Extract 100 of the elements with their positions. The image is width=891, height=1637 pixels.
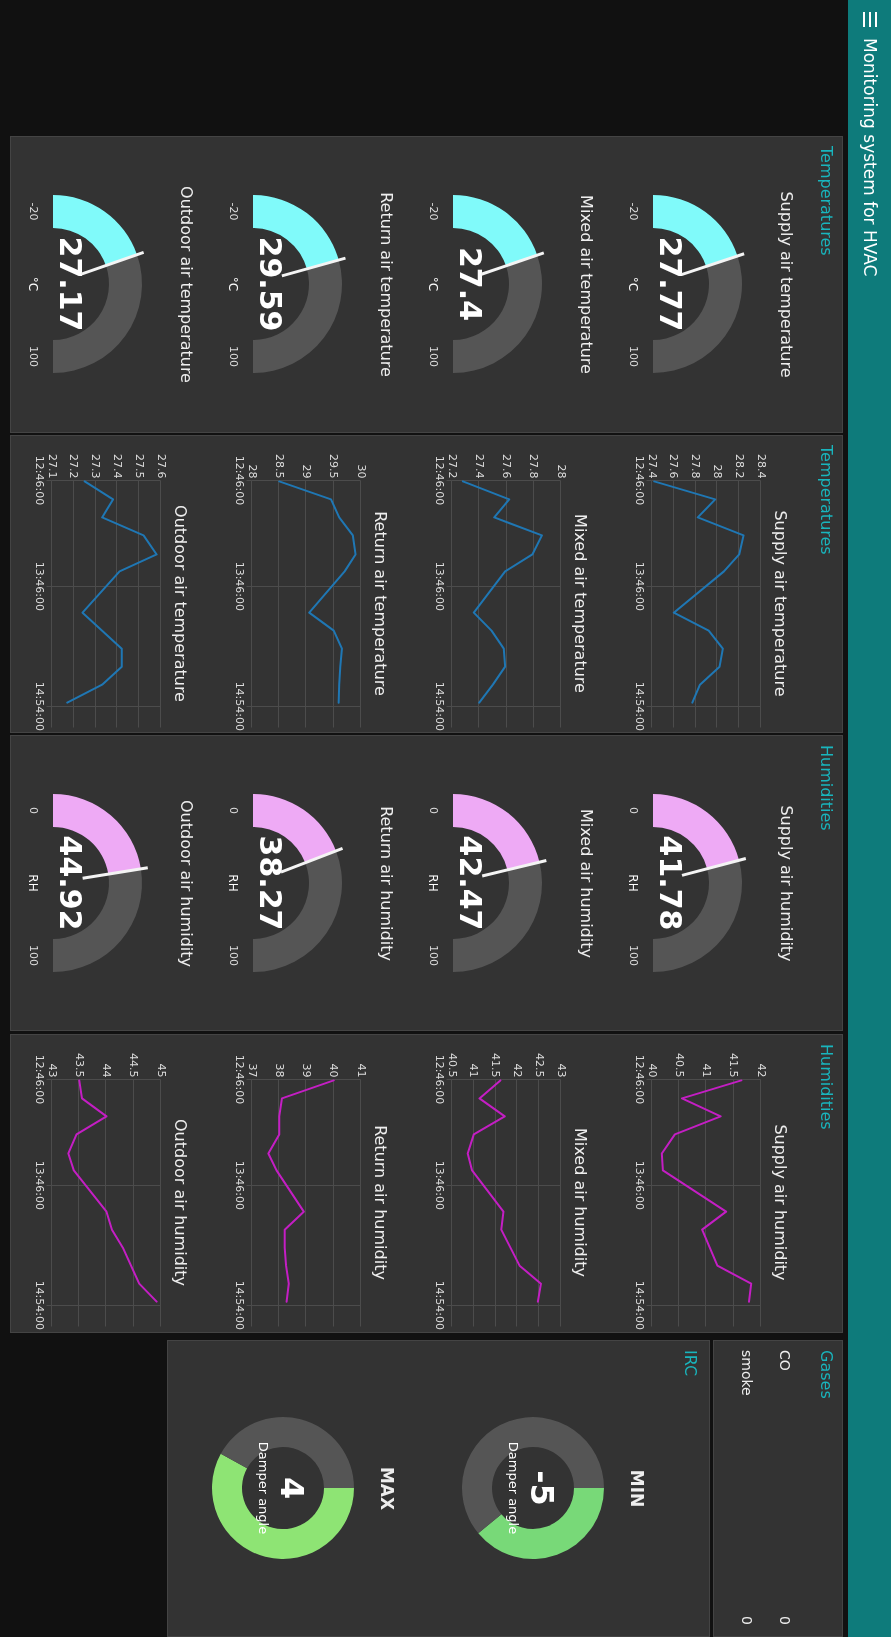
text: 100 <box>427 346 440 367</box>
text: Monitoring system for HVAC <box>860 38 880 277</box>
x-tick-label: 28.5 <box>272 454 286 479</box>
y-tick-label: 13:46:00 <box>32 1160 46 1211</box>
x-tick-label: 45 <box>154 1063 168 1078</box>
x-tick-label: 40.5 <box>445 1053 459 1078</box>
x-tick-label: 43.5 <box>72 1053 86 1078</box>
text: Return air humidity <box>377 806 396 961</box>
y-tick-label: 13:46:00 <box>32 561 46 612</box>
text: 100 <box>27 346 40 367</box>
text: Supply air temperature <box>771 510 790 697</box>
text: 100 <box>427 945 440 966</box>
x-tick-label: 42 <box>510 1063 524 1078</box>
x-tick-label: 39 <box>300 1063 313 1078</box>
x-tick-label: 27.1 <box>45 454 59 479</box>
text: RH <box>626 874 640 892</box>
text: 0 <box>627 807 640 814</box>
x-tick-label: 28 <box>710 464 724 479</box>
x-tick-label: 27.2 <box>67 454 81 479</box>
text: Mixed air humidity <box>577 809 596 958</box>
text: Mixed air temperature <box>571 514 590 693</box>
y-tick-label: 12:46:00 <box>632 1054 646 1105</box>
x-tick-label: 40.5 <box>672 1053 686 1078</box>
y-tick-label: 13:46:00 <box>232 561 246 612</box>
x-tick-label: 42 <box>754 1063 768 1078</box>
x-tick-label: 28.2 <box>732 454 746 479</box>
x-tick-label: 27.4 <box>645 454 659 479</box>
x-tick-label: 30 <box>354 464 368 479</box>
text: 38.27 <box>253 835 288 931</box>
x-tick-label: 43 <box>45 1063 59 1078</box>
y-tick-label: 13:46:00 <box>232 1160 246 1211</box>
text: Mixed air humidity <box>571 1128 590 1277</box>
text: °C <box>626 276 640 292</box>
y-tick-label: 12:46:00 <box>32 455 46 506</box>
text: -20 <box>27 202 40 221</box>
x-tick-label: 38 <box>272 1063 286 1078</box>
y-tick-label: 14:54:00 <box>32 1280 46 1331</box>
x-tick-label: 42.5 <box>532 1053 546 1078</box>
text: Gases <box>816 1350 837 1399</box>
text: °C <box>426 276 440 292</box>
y-tick-label: 13:46:00 <box>432 1160 446 1211</box>
text: °C <box>26 276 40 292</box>
x-tick-label: 29 <box>300 464 313 479</box>
text: 27.17 <box>53 236 88 332</box>
text: -20 <box>627 202 640 221</box>
x-tick-label: 27.3 <box>89 454 103 479</box>
x-tick-label: 28 <box>245 464 259 479</box>
y-tick-label: 13:46:00 <box>632 1160 646 1211</box>
y-tick-label: 12:46:00 <box>432 455 446 506</box>
text: 41.78 <box>653 835 688 931</box>
donut-slice <box>462 1417 604 1534</box>
text: -20 <box>427 202 440 221</box>
x-tick-label: 27.8 <box>689 454 703 479</box>
text: MAX <box>377 1466 397 1511</box>
x-tick-label: 29.5 <box>327 454 341 479</box>
text: -20 <box>227 202 240 221</box>
text: Temperatures <box>816 445 837 557</box>
x-tick-label: 41.5 <box>489 1053 503 1078</box>
text: Supply air temperature <box>777 191 796 378</box>
text: RH <box>226 874 240 892</box>
x-tick-label: 41 <box>467 1063 481 1078</box>
x-tick-label: 27.4 <box>110 454 124 479</box>
text: Damper angle <box>256 1441 271 1535</box>
x-tick-label: 28.4 <box>754 454 768 479</box>
y-tick-label: 12:46:00 <box>632 455 646 506</box>
text: °C <box>226 276 240 292</box>
x-tick-label: 27.8 <box>527 454 541 479</box>
x-tick-label: 41 <box>354 1063 368 1078</box>
text: 100 <box>627 945 640 966</box>
y-tick-label: 13:46:00 <box>632 561 646 612</box>
text: IRC <box>680 1350 701 1379</box>
text: 27.4 <box>453 246 488 322</box>
category-label: smoke <box>739 1350 755 1396</box>
y-tick-label: 14:54:00 <box>232 1280 246 1331</box>
text: 100 <box>27 945 40 966</box>
text: 0 <box>27 807 40 814</box>
text: Temperatures <box>816 146 837 258</box>
x-tick-label: 40 <box>327 1063 341 1078</box>
category-label: CO <box>777 1350 793 1371</box>
text: 42.47 <box>453 835 488 931</box>
y-tick-label: 14:54:00 <box>632 681 646 732</box>
text: Outdoor air temperature <box>171 505 190 702</box>
y-tick-label: 14:54:00 <box>32 681 46 732</box>
x-tick-label: 44 <box>100 1063 113 1078</box>
text: MIN <box>627 1469 647 1508</box>
data-label: 0 <box>777 1616 793 1625</box>
x-tick-label: 44.5 <box>127 1053 141 1078</box>
data-label: 0 <box>739 1616 755 1625</box>
text: Supply air humidity <box>777 805 796 962</box>
text: -5 <box>523 1470 561 1506</box>
text: Outdoor air temperature <box>177 186 196 383</box>
text: Humidities <box>816 745 837 833</box>
y-tick-label: 14:54:00 <box>632 1280 646 1331</box>
y-tick-label: 12:46:00 <box>232 1054 246 1105</box>
text: 100 <box>227 945 240 966</box>
text: Supply air humidity <box>771 1124 790 1281</box>
text: Outdoor air humidity <box>171 1119 190 1286</box>
x-tick-label: 41 <box>700 1063 713 1078</box>
text: Outdoor air humidity <box>177 800 196 967</box>
text: Humidities <box>816 1044 837 1132</box>
